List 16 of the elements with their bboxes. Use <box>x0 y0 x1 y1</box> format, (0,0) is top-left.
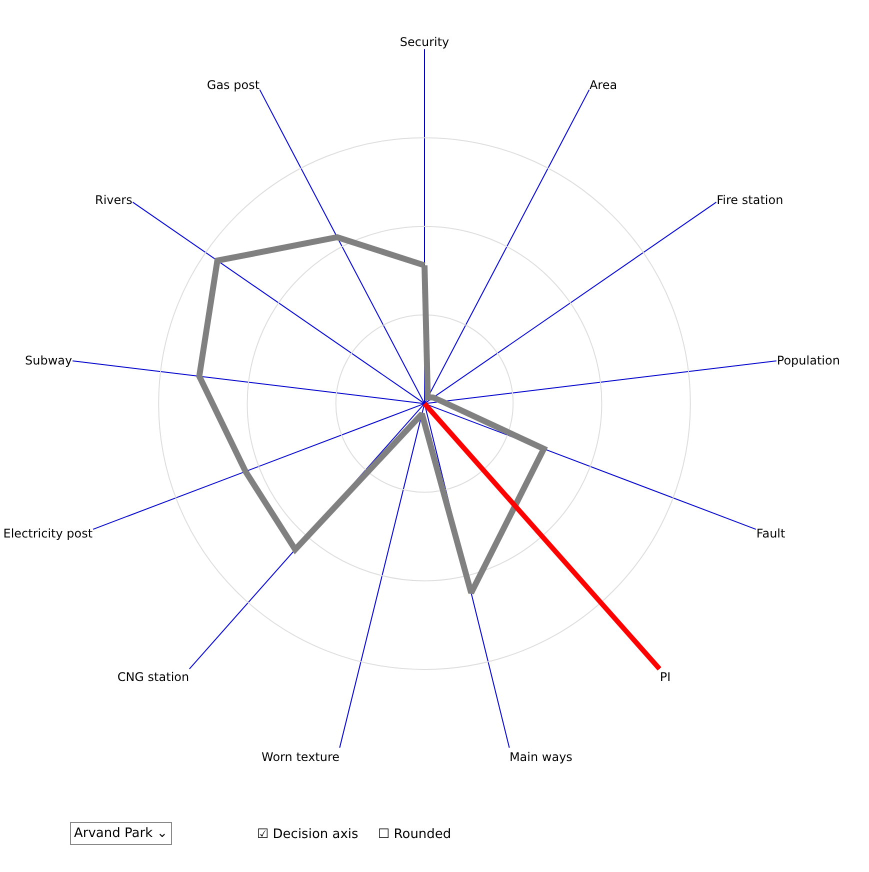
spoke-label: Worn texture <box>262 750 340 764</box>
spoke-label: Main ways <box>509 750 572 764</box>
spoke-label: Electricity post <box>3 526 93 541</box>
spoke-label: Security <box>400 35 450 50</box>
spoke-label: Area <box>589 78 618 92</box>
spoke-label: Fire station <box>716 193 784 208</box>
spoke-label: Rivers <box>94 193 132 208</box>
spoke-label: Population <box>776 354 840 368</box>
spoke-label: Fault <box>756 526 786 541</box>
spoke-label: CNG station <box>117 670 190 684</box>
text: Arvand Park ⌄ <box>74 826 168 841</box>
spoke-label: PI <box>660 670 671 684</box>
text: ☑ Decision axis <box>257 827 359 842</box>
spoke-label: Gas post <box>206 78 260 92</box>
spoke-label: Subway <box>24 354 72 368</box>
text: ☐ Rounded <box>378 827 452 842</box>
